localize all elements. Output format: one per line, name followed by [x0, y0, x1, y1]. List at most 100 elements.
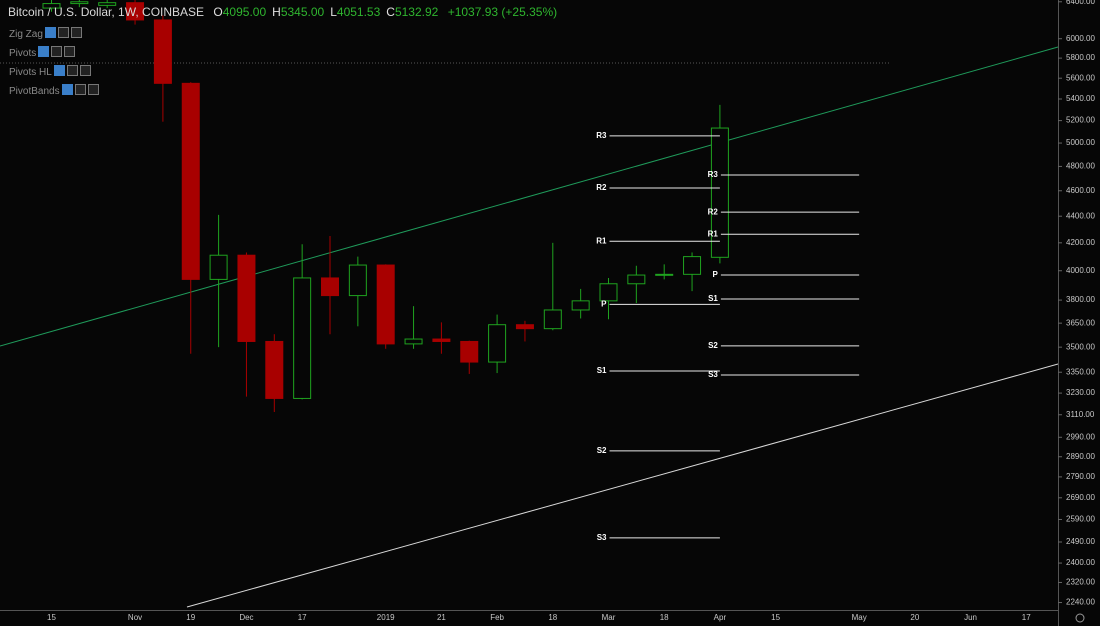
y-tick-label: 5000.00	[1066, 138, 1095, 147]
x-tick-label: 2019	[377, 613, 395, 622]
pivot-label: S3	[708, 370, 718, 379]
candle-body	[209, 254, 228, 280]
ohlc: O4095.00 H5345.00 L4051.53 C5132.92	[207, 5, 438, 19]
y-tick-label: 4800.00	[1066, 162, 1095, 171]
indicator-icon[interactable]	[66, 65, 78, 76]
candle-body	[571, 300, 590, 311]
ohlc-key: H	[272, 5, 281, 19]
x-tick-label: Apr	[714, 613, 727, 622]
indicator-icon[interactable]	[57, 27, 69, 38]
pivot-label: S2	[597, 446, 607, 455]
indicator[interactable]: PivotBands	[9, 84, 99, 97]
y-tick-label: 2400.00	[1066, 558, 1095, 567]
pivot-label: S2	[708, 341, 718, 350]
x-tick-label: 18	[660, 613, 669, 622]
pivot-label: R3	[708, 170, 719, 179]
ohlc-value: 5345.00	[280, 5, 325, 19]
candle-body	[70, 1, 89, 5]
candle-body	[126, 2, 145, 21]
x-tick-label: Nov	[128, 613, 142, 622]
change: +1037.93 (+25.35%)	[447, 5, 558, 19]
y-tick-label: 4200.00	[1066, 238, 1095, 247]
y-tick-label: 3800.00	[1066, 295, 1095, 304]
indicator-icon[interactable]	[74, 84, 86, 95]
plot-area: R3 R2 R1 P S1 S2 S3 R3 R2 R1 P S1 S2 S3	[42, 0, 860, 542]
candle-body	[376, 264, 395, 345]
y-tick-label: 5200.00	[1066, 116, 1095, 125]
y-tick-label: 3230.00	[1066, 388, 1095, 397]
y-tick-label: 5800.00	[1066, 53, 1095, 62]
settings-icon[interactable]	[1075, 613, 1085, 623]
candle-body	[543, 309, 562, 330]
y-tick-label: 4600.00	[1066, 186, 1095, 195]
y-tick-label: 2490.00	[1066, 537, 1095, 546]
x-tick-label: May	[852, 613, 867, 622]
indicator-name: Pivots HL	[9, 67, 52, 78]
y-tick-label: 2890.00	[1066, 452, 1095, 461]
pivot-label: R2	[596, 183, 607, 192]
y-tick-label: 2590.00	[1066, 515, 1095, 524]
y-tick-label: 5400.00	[1066, 94, 1095, 103]
candle-body	[655, 273, 674, 276]
y-tick-label: 2790.00	[1066, 472, 1095, 481]
indicator-name: Pivots	[9, 48, 37, 59]
ohlc-key: O	[213, 5, 223, 19]
x-tick-label: Feb	[490, 613, 504, 622]
indicator-icon[interactable]	[38, 46, 50, 57]
pivot-label: R2	[708, 207, 719, 216]
y-tick-label: 6400.00	[1066, 0, 1095, 6]
symbol[interactable]: Bitcoin / U.S. Dollar, 1W, COINBASE	[8, 5, 205, 19]
y-tick-label: 2990.00	[1066, 432, 1095, 441]
x-tick-label: Mar	[602, 613, 616, 622]
candle-body	[710, 127, 729, 258]
y-tick-label: 4000.00	[1066, 266, 1095, 275]
x-tick-label: 21	[437, 613, 446, 622]
indicator-icon[interactable]	[64, 46, 76, 57]
candle-body	[181, 82, 200, 280]
y-tick-label: 3650.00	[1066, 318, 1095, 327]
candle-body	[42, 3, 61, 9]
x-tick-label: 17	[1022, 613, 1031, 622]
x-tick-label: Dec	[239, 613, 253, 622]
x-tick-label: Jun	[964, 613, 977, 622]
pivot-label: R3	[596, 131, 607, 140]
indicator-icon[interactable]	[70, 27, 82, 38]
indicator[interactable]: Zig Zag	[9, 27, 82, 40]
y-tick-label: 2240.00	[1066, 598, 1095, 607]
y-tick-label: 3500.00	[1066, 342, 1095, 351]
indicator-icon[interactable]	[53, 65, 65, 76]
x-tick-label: 20	[910, 613, 919, 622]
indicator-name: Zig Zag	[9, 29, 43, 40]
y-tick-label: 3110.00	[1066, 410, 1095, 419]
indicator-icon[interactable]	[51, 46, 63, 57]
candle-body	[293, 277, 312, 399]
candle-body	[237, 254, 256, 342]
trend-line	[186, 363, 1059, 608]
x-tick-label: 18	[548, 613, 557, 622]
indicator-icon[interactable]	[79, 65, 91, 76]
candle-body	[432, 338, 451, 342]
indicator-icon[interactable]	[87, 84, 99, 95]
indicator[interactable]: Pivots	[9, 46, 76, 59]
y-tick-label: 5600.00	[1066, 73, 1095, 82]
candle-body	[348, 264, 367, 297]
pivot-label: P	[601, 299, 607, 308]
indicator-icon[interactable]	[44, 27, 56, 38]
candle-body	[515, 324, 534, 330]
indicator-name: PivotBands	[9, 86, 60, 97]
y-tick-label: 3350.00	[1066, 367, 1095, 376]
indicator-icon[interactable]	[61, 84, 73, 95]
y-tick-label: 2690.00	[1066, 493, 1095, 502]
ohlc-value: 5132.92	[394, 5, 439, 19]
ohlc-key: L	[330, 5, 337, 19]
candle-body	[98, 2, 117, 6]
legend-header: Bitcoin / U.S. Dollar, 1W, COINBASE O409…	[8, 5, 557, 19]
y-tick-label: 4400.00	[1066, 211, 1095, 220]
indicator[interactable]: Pivots HL	[9, 65, 91, 78]
x-tick-label: 17	[298, 613, 307, 622]
candle-body	[153, 19, 172, 84]
trend-line	[0, 46, 1059, 347]
ohlc-key: C	[386, 5, 395, 19]
